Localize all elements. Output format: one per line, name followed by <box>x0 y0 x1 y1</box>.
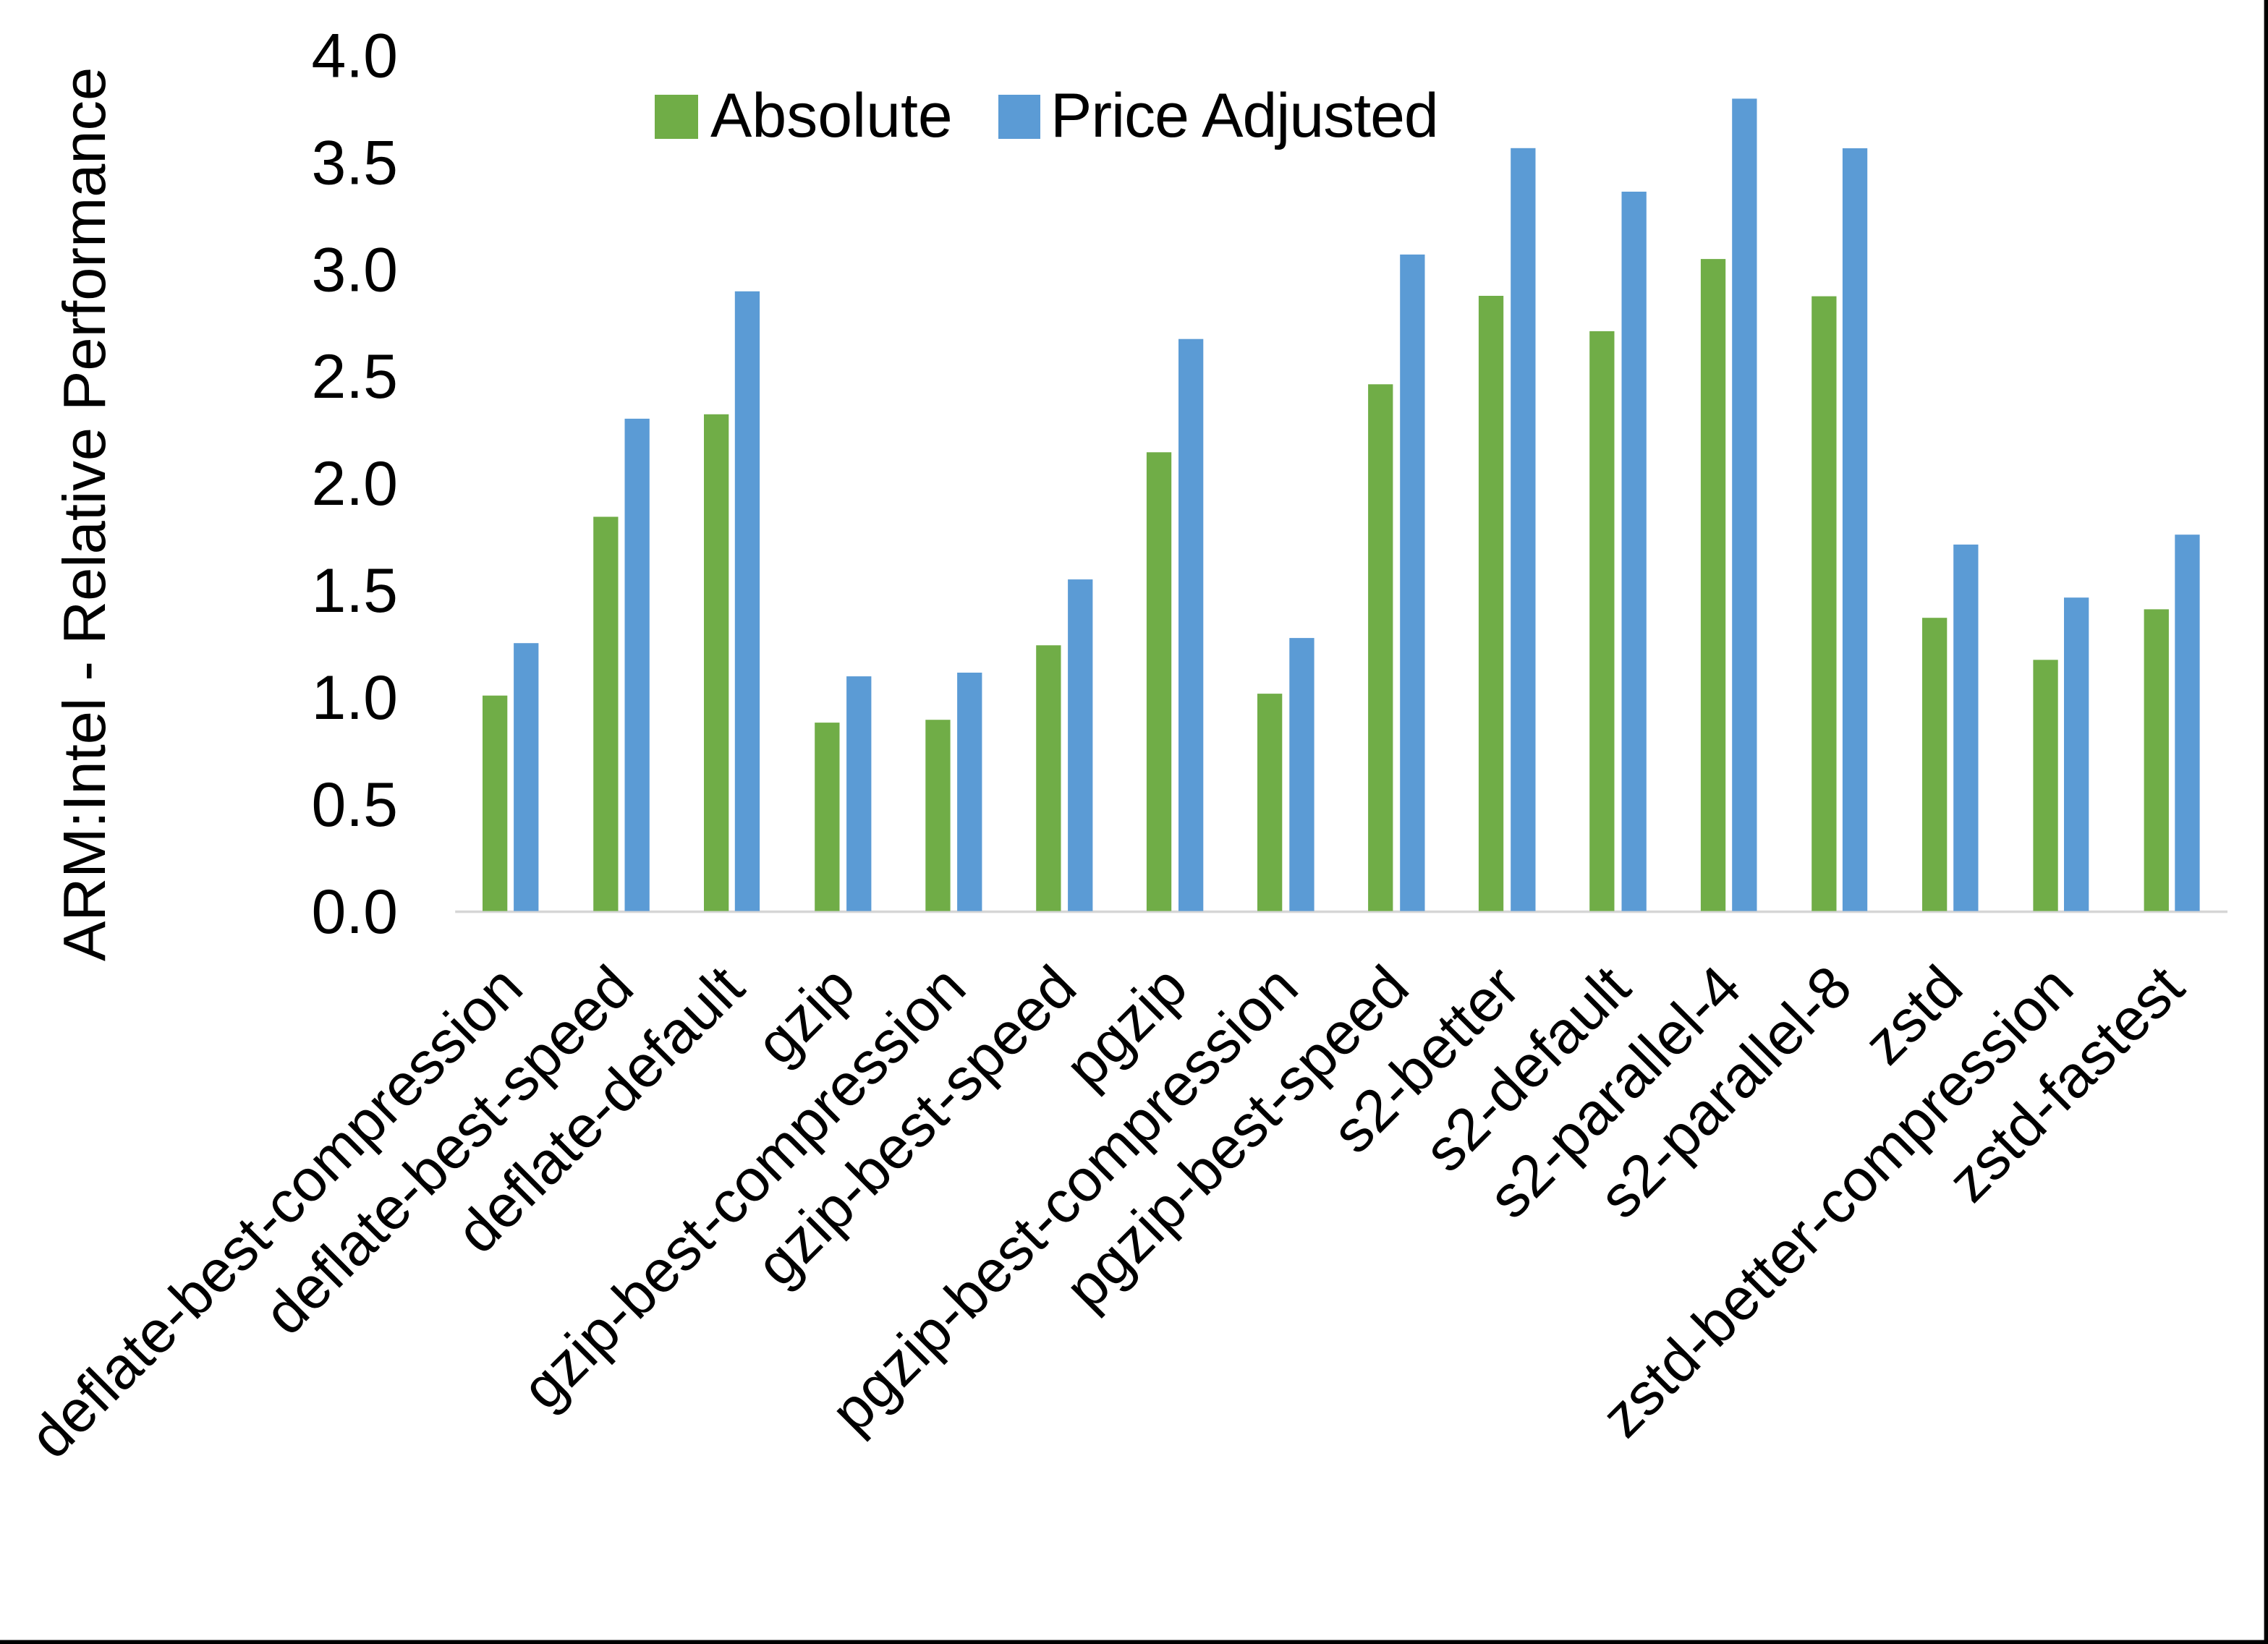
svg-text:2.5: 2.5 <box>311 342 398 412</box>
svg-text:4.0: 4.0 <box>311 21 398 90</box>
svg-text:2.0: 2.0 <box>311 449 398 519</box>
svg-text:1.0: 1.0 <box>311 663 398 733</box>
svg-text:3.5: 3.5 <box>311 128 398 197</box>
svg-text:Price Adjusted: Price Adjusted <box>1050 81 1438 150</box>
svg-text:3.0: 3.0 <box>311 235 398 304</box>
svg-text:1.5: 1.5 <box>311 556 398 626</box>
svg-text:0.5: 0.5 <box>311 770 398 840</box>
svg-text:ARM:Intel - Relative Performan: ARM:Intel - Relative Performance <box>51 67 118 961</box>
svg-text:0.0: 0.0 <box>311 877 398 947</box>
svg-text:Absolute: Absolute <box>710 81 953 150</box>
